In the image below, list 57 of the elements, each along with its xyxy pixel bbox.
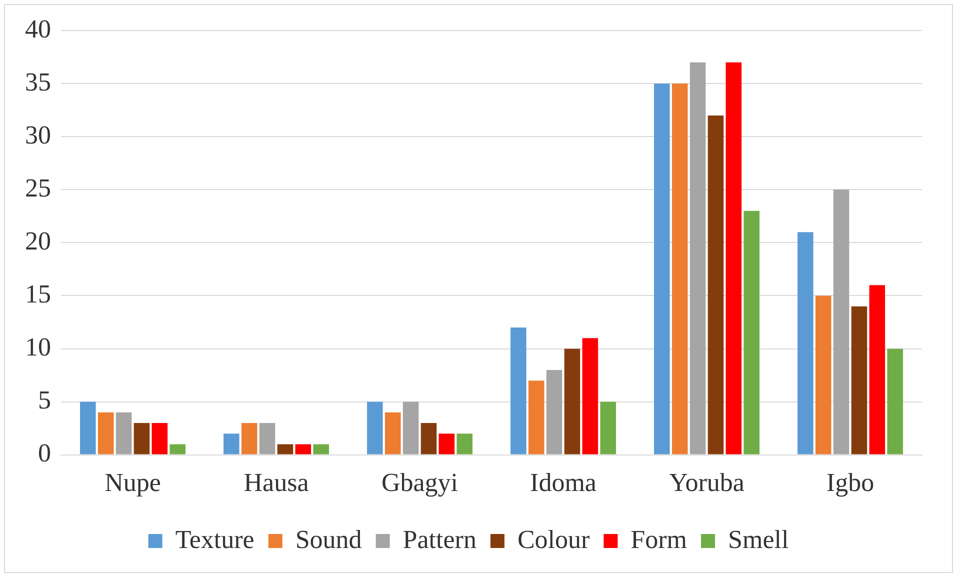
bar bbox=[367, 402, 383, 454]
bar bbox=[815, 296, 832, 454]
bar bbox=[313, 444, 329, 454]
bar bbox=[887, 348, 903, 454]
bar bbox=[420, 422, 437, 454]
legend-label: Colour bbox=[517, 524, 590, 554]
bar bbox=[116, 412, 132, 454]
y-tick-label: 35 bbox=[25, 67, 51, 96]
bar bbox=[224, 434, 240, 454]
bar bbox=[690, 62, 706, 454]
legend-label: Form bbox=[630, 524, 688, 554]
bar bbox=[726, 62, 742, 454]
bar bbox=[672, 84, 688, 454]
bar bbox=[402, 402, 419, 454]
bar bbox=[134, 422, 150, 454]
bar bbox=[152, 422, 168, 454]
y-tick-label: 15 bbox=[25, 280, 51, 309]
bar bbox=[582, 338, 598, 454]
y-tick-label: 25 bbox=[25, 174, 51, 203]
bar bbox=[80, 402, 96, 454]
bar bbox=[546, 370, 562, 454]
y-tick-label: 30 bbox=[25, 120, 51, 150]
bar bbox=[600, 402, 616, 454]
x-tick-label: Yoruba bbox=[669, 468, 745, 498]
y-tick-label: 0 bbox=[38, 438, 51, 468]
x-tick-label: Gbagyi bbox=[381, 468, 458, 498]
y-tick-label: 10 bbox=[25, 332, 51, 362]
bar bbox=[708, 115, 724, 454]
bar bbox=[833, 190, 850, 454]
legend-label: Smell bbox=[728, 524, 789, 554]
legend-label: Sound bbox=[295, 524, 362, 554]
bar bbox=[564, 348, 580, 454]
x-tick-label: Idoma bbox=[530, 468, 597, 498]
bar bbox=[241, 422, 258, 454]
x-tick-label: Igbo bbox=[826, 468, 874, 498]
bar bbox=[277, 444, 294, 454]
y-tick-label: 5 bbox=[38, 386, 51, 415]
bar bbox=[259, 422, 276, 454]
bar bbox=[869, 285, 886, 454]
bar bbox=[98, 412, 114, 454]
x-tick-label: Hausa bbox=[244, 468, 310, 498]
bar bbox=[851, 306, 868, 454]
x-tick-label: Nupe bbox=[104, 468, 161, 498]
y-tick-label: 40 bbox=[25, 14, 51, 44]
bar bbox=[438, 434, 455, 454]
bar bbox=[744, 210, 760, 454]
bar bbox=[170, 444, 186, 454]
bar bbox=[456, 434, 472, 454]
bar bbox=[528, 380, 544, 454]
legend-label: Pattern bbox=[402, 524, 476, 554]
bar bbox=[798, 232, 814, 454]
y-tick-label: 20 bbox=[25, 226, 51, 256]
legend-label: Texture bbox=[175, 524, 254, 554]
bar bbox=[654, 84, 670, 454]
bar bbox=[295, 444, 312, 454]
bar bbox=[510, 328, 526, 454]
bar bbox=[384, 412, 401, 454]
